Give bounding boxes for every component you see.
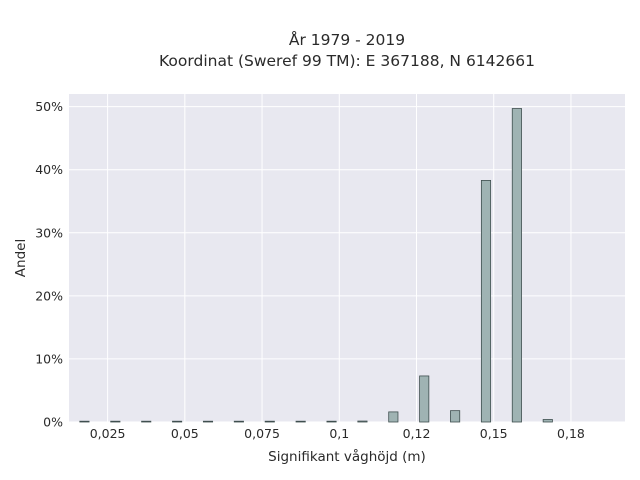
y-axis-label: Andel xyxy=(13,239,29,277)
histogram-bar xyxy=(326,420,337,423)
histogram-bar xyxy=(295,420,306,423)
y-tick-label: 20% xyxy=(35,288,63,303)
chart-title-line-2: Koordinat (Sweref 99 TM): E 367188, N 61… xyxy=(159,52,535,70)
histogram-bar xyxy=(264,420,275,423)
grid-lines xyxy=(69,94,625,423)
x-tick-label: 0,075 xyxy=(244,426,280,441)
histogram-bar xyxy=(233,420,244,423)
y-tick-label: 10% xyxy=(35,351,63,366)
histogram-bar xyxy=(450,410,461,423)
histogram-bar xyxy=(542,419,553,423)
histogram-bar xyxy=(141,420,152,423)
x-axis-label: Signifikant våghöjd (m) xyxy=(268,448,426,465)
bars xyxy=(79,108,553,423)
x-tick-labels: 0,025 0,05 0,075 0,1 0,12 0,15 0,18 xyxy=(90,426,585,441)
y-tick-label: 0% xyxy=(43,415,63,430)
histogram-bar xyxy=(511,108,522,423)
y-tick-labels: 0% 10% 20% 30% 40% 50% xyxy=(35,99,63,429)
histogram-bar xyxy=(357,420,368,423)
x-tick-label: 0,1 xyxy=(329,426,349,441)
x-tick-label: 0,05 xyxy=(171,426,199,441)
histogram-bar xyxy=(172,420,183,423)
chart-title-line-1: År 1979 - 2019 xyxy=(289,30,405,49)
x-tick-label: 0,025 xyxy=(90,426,126,441)
histogram-bar xyxy=(202,420,214,423)
y-tick-label: 40% xyxy=(35,162,63,177)
histogram-bar xyxy=(480,180,492,423)
histogram-bar xyxy=(388,411,399,423)
y-tick-label: 50% xyxy=(35,99,63,114)
y-tick-label: 30% xyxy=(35,225,63,240)
x-tick-label: 0,15 xyxy=(480,426,508,441)
histogram-bar xyxy=(79,420,90,423)
x-tick-label: 0,12 xyxy=(403,426,431,441)
x-tick-label: 0,18 xyxy=(557,426,585,441)
plot-area xyxy=(69,94,625,422)
histogram-bar xyxy=(419,375,430,423)
histogram-bar xyxy=(110,420,121,423)
